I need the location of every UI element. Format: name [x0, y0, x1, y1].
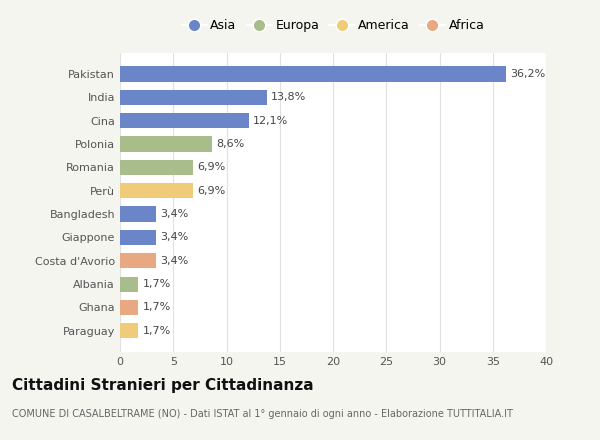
- Text: 6,9%: 6,9%: [198, 162, 226, 172]
- Bar: [120, 183, 193, 198]
- Text: 12,1%: 12,1%: [253, 116, 289, 126]
- Bar: [120, 136, 212, 152]
- Text: 1,7%: 1,7%: [142, 326, 170, 336]
- Bar: [120, 323, 138, 338]
- Text: 36,2%: 36,2%: [510, 69, 545, 79]
- Bar: [120, 90, 267, 105]
- Text: COMUNE DI CASALBELTRAME (NO) - Dati ISTAT al 1° gennaio di ogni anno - Elaborazi: COMUNE DI CASALBELTRAME (NO) - Dati ISTA…: [12, 409, 513, 419]
- Bar: [120, 206, 156, 222]
- Text: 1,7%: 1,7%: [142, 279, 170, 289]
- Text: 3,4%: 3,4%: [160, 209, 189, 219]
- Bar: [120, 66, 506, 81]
- Text: 6,9%: 6,9%: [198, 186, 226, 196]
- Text: 3,4%: 3,4%: [160, 256, 189, 266]
- Text: Cittadini Stranieri per Cittadinanza: Cittadini Stranieri per Cittadinanza: [12, 378, 314, 393]
- Bar: [120, 113, 249, 128]
- Legend: Asia, Europa, America, Africa: Asia, Europa, America, Africa: [176, 14, 490, 37]
- Text: 8,6%: 8,6%: [216, 139, 244, 149]
- Bar: [120, 276, 138, 292]
- Text: 13,8%: 13,8%: [271, 92, 307, 103]
- Text: 1,7%: 1,7%: [142, 302, 170, 312]
- Bar: [120, 300, 138, 315]
- Bar: [120, 230, 156, 245]
- Bar: [120, 253, 156, 268]
- Text: 3,4%: 3,4%: [160, 232, 189, 242]
- Bar: [120, 160, 193, 175]
